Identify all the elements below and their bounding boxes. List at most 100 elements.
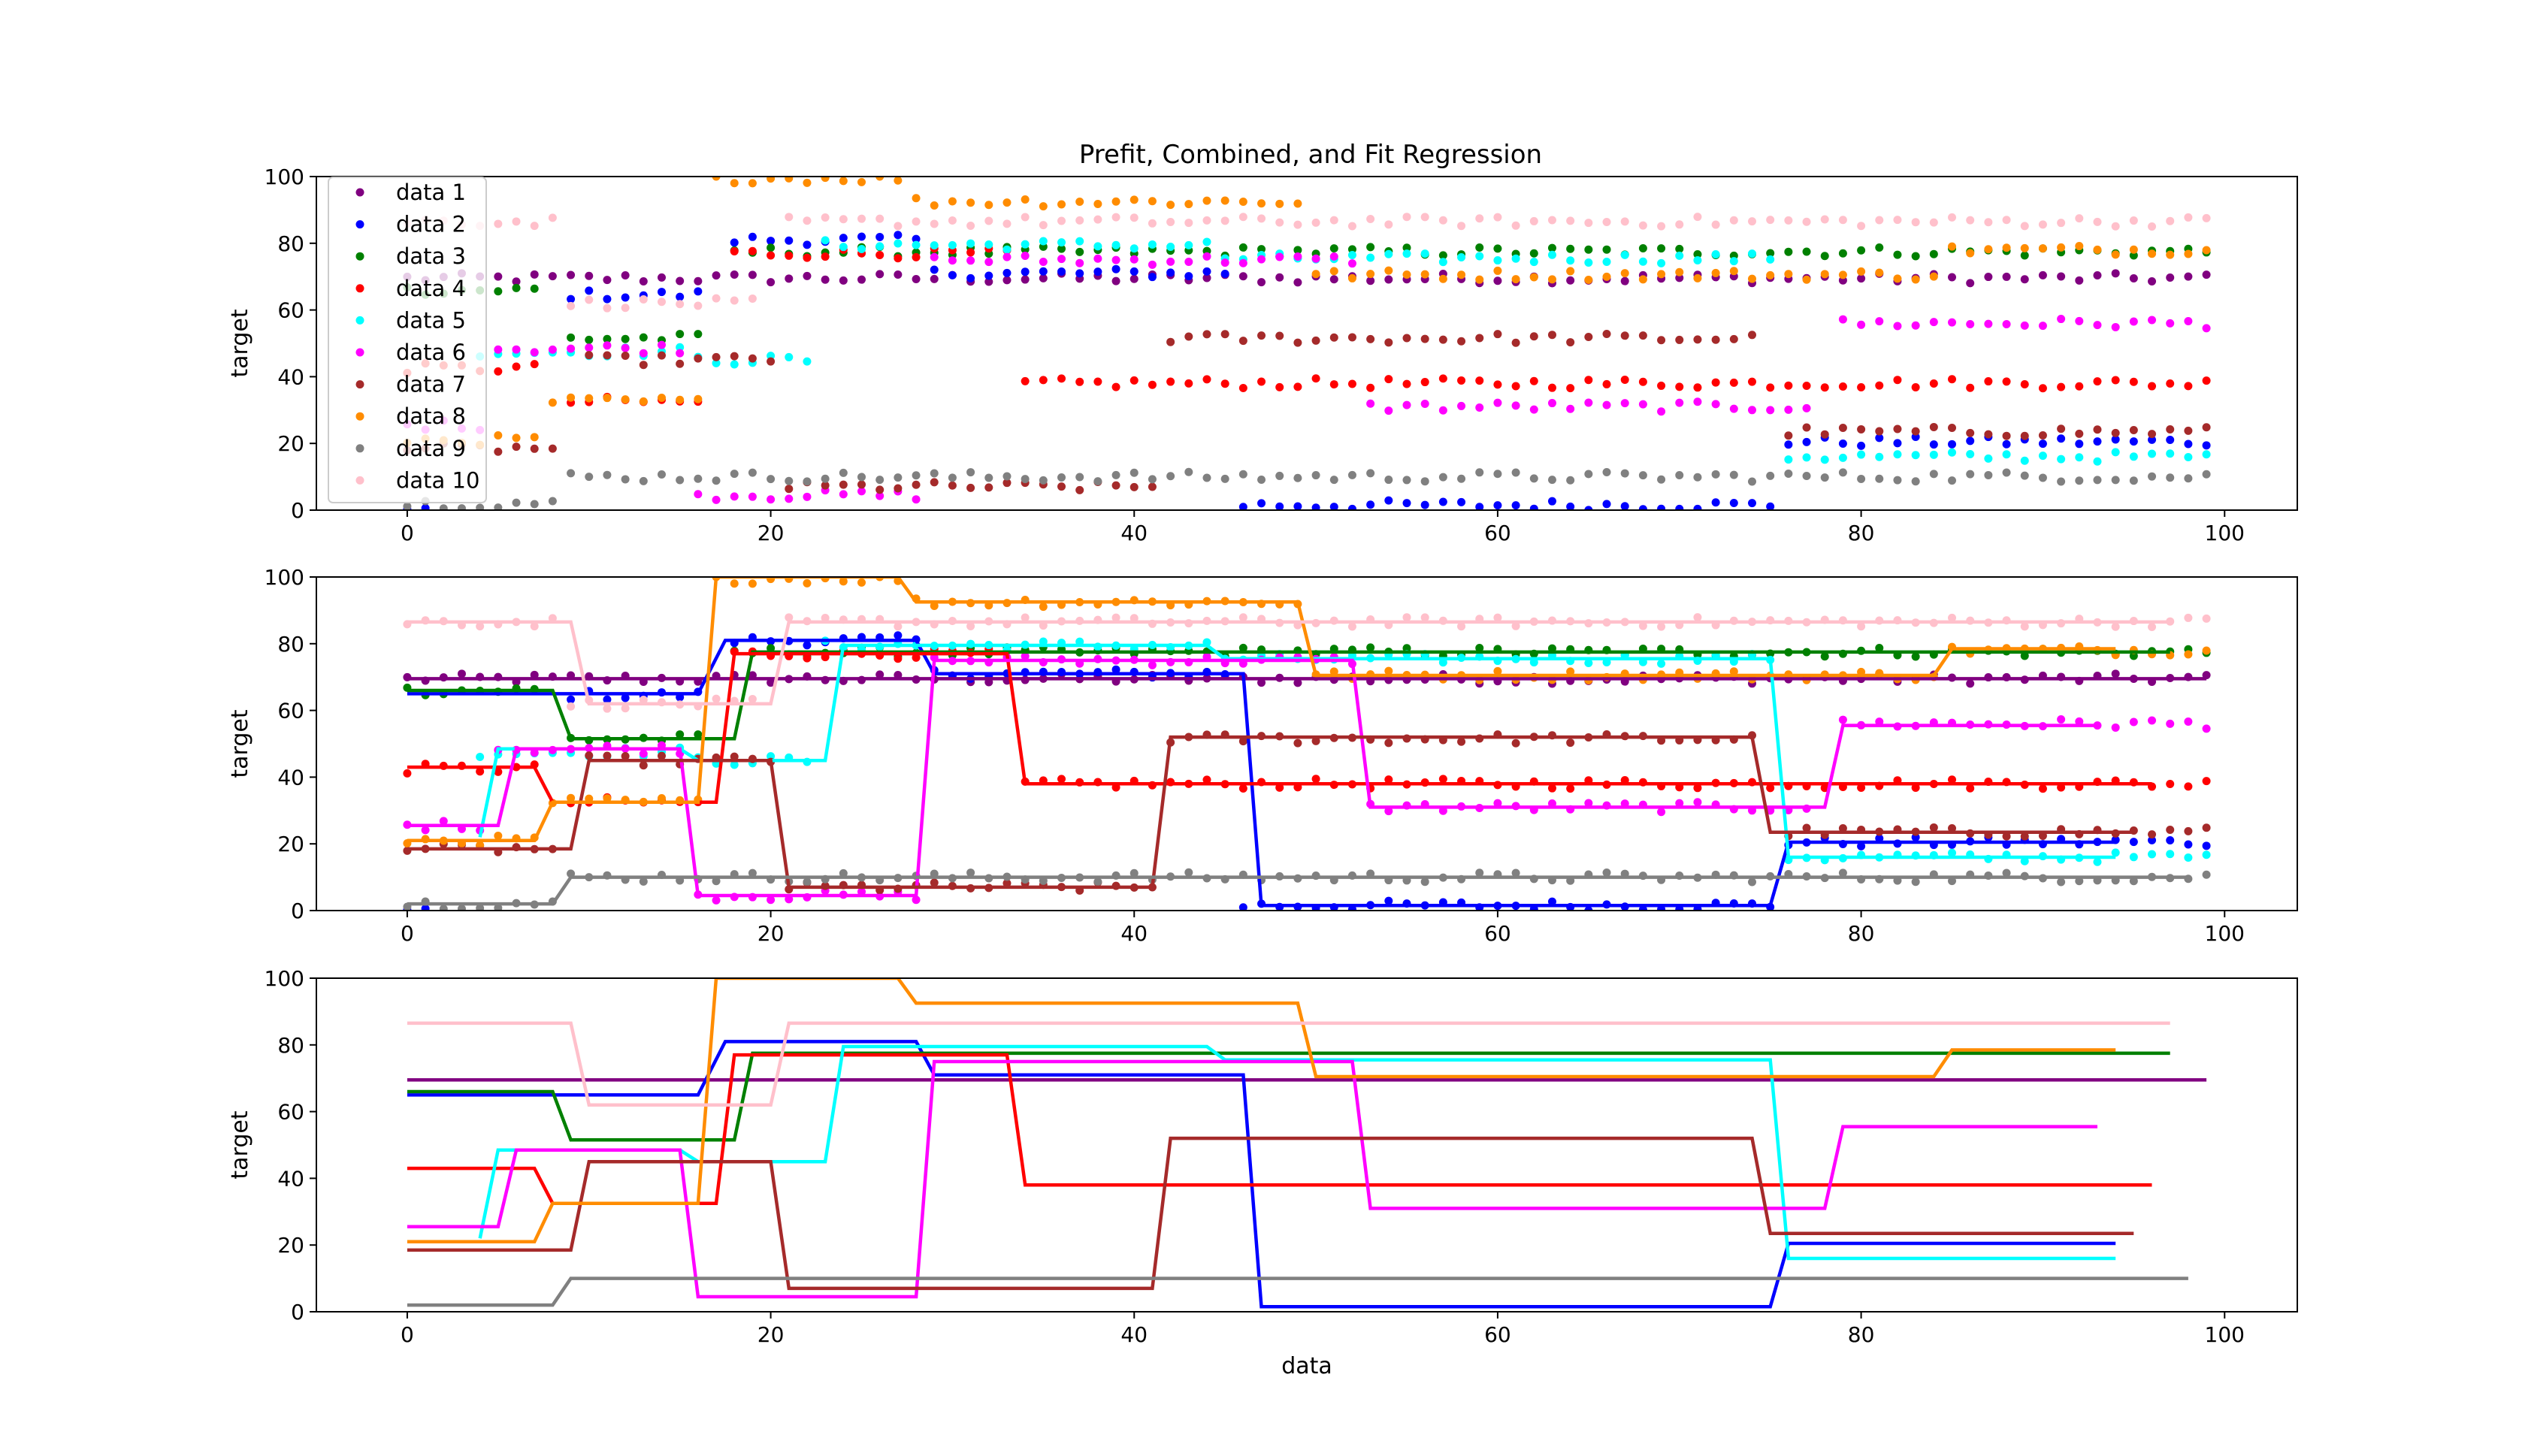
data-point	[2057, 455, 2066, 464]
data-point	[1638, 621, 1647, 630]
data-point	[948, 481, 957, 490]
data-point	[930, 219, 939, 228]
data-point	[1384, 375, 1393, 384]
data-point	[966, 239, 975, 248]
data-point	[2002, 468, 2011, 477]
series-points-data-2	[403, 231, 2211, 510]
data-point	[1693, 473, 1702, 482]
data-point	[930, 241, 939, 250]
data-point	[2166, 449, 2175, 458]
data-point	[803, 240, 812, 249]
data-point	[1148, 660, 1157, 669]
data-point	[1075, 258, 1084, 267]
data-point	[1766, 406, 1775, 415]
data-point	[2148, 716, 2157, 725]
data-point	[2184, 613, 2193, 622]
data-point	[1657, 222, 1666, 231]
data-point	[1057, 775, 1066, 784]
data-point	[875, 242, 885, 251]
data-point	[839, 468, 848, 477]
data-point	[2093, 857, 2102, 866]
data-point	[1275, 273, 1284, 282]
data-point	[2148, 316, 2157, 325]
data-point	[548, 497, 557, 506]
data-point	[1911, 427, 1920, 436]
data-point	[1966, 470, 1975, 479]
data-point	[1657, 407, 1666, 416]
data-point	[1238, 197, 1247, 206]
data-point	[2148, 435, 2157, 444]
data-point	[1311, 374, 1320, 383]
data-point	[1347, 259, 1356, 268]
x-tick-label: 60	[1484, 521, 1511, 545]
data-point	[1021, 652, 1030, 661]
x-tick-label: 40	[1120, 521, 1148, 545]
data-point	[912, 217, 921, 226]
data-point	[2202, 441, 2211, 450]
data-point	[1075, 198, 1084, 207]
data-point	[1475, 868, 1484, 878]
data-point	[1511, 338, 1520, 347]
data-point	[1602, 245, 1611, 254]
data-point	[2184, 453, 2193, 462]
legend-marker	[355, 348, 364, 357]
data-point	[1148, 219, 1157, 228]
data-point	[1693, 255, 1702, 264]
data-point	[603, 334, 612, 343]
data-point	[1402, 249, 1411, 258]
data-point	[2148, 382, 2157, 391]
data-point	[1420, 500, 1429, 509]
data-point	[930, 201, 939, 210]
data-point	[1438, 775, 1447, 784]
data-point	[1075, 216, 1084, 225]
data-point	[1202, 473, 1211, 482]
data-point	[512, 433, 521, 443]
data-point	[1347, 245, 1356, 254]
data-point	[1129, 482, 1139, 491]
data-point	[1893, 424, 1902, 433]
data-point	[694, 394, 703, 403]
data-point	[530, 360, 539, 369]
data-point	[1347, 273, 1356, 282]
data-point	[1511, 221, 1520, 230]
data-point	[1002, 479, 1012, 488]
data-point	[1148, 380, 1157, 389]
data-point	[1347, 333, 1356, 342]
data-point	[1148, 475, 1157, 484]
data-point	[530, 670, 539, 679]
data-point	[966, 468, 975, 477]
data-point	[1711, 220, 1720, 229]
data-point	[1711, 335, 1720, 344]
data-point	[2093, 425, 2102, 434]
data-point	[1329, 216, 1338, 225]
data-point	[1457, 401, 1466, 410]
data-point	[1166, 472, 1175, 481]
legend-label: data 8	[396, 403, 466, 429]
data-point	[730, 760, 739, 769]
data-point	[1820, 784, 1829, 793]
data-point	[1566, 502, 1575, 510]
data-point	[894, 631, 903, 640]
data-point	[1584, 659, 1593, 668]
data-point	[1493, 799, 1502, 808]
data-point	[639, 749, 648, 758]
data-point	[1929, 379, 1938, 388]
data-point	[1511, 739, 1520, 748]
figure-title: Prefit, Combined, and Fit Regression	[1079, 140, 1542, 170]
data-point	[1257, 377, 1266, 386]
y-axis-label: target	[227, 709, 253, 778]
data-point	[1802, 423, 1811, 432]
data-point	[1566, 256, 1575, 265]
data-point	[821, 236, 830, 245]
x-tick-label: 0	[401, 921, 414, 946]
data-point	[1511, 621, 1520, 630]
data-point	[1039, 221, 1048, 230]
data-point	[1838, 824, 1847, 833]
data-point	[1566, 404, 1575, 413]
data-point	[966, 868, 975, 878]
y-tick-label: 80	[277, 1033, 304, 1058]
data-point	[694, 276, 703, 285]
data-point	[1202, 273, 1211, 282]
data-point	[1475, 275, 1484, 284]
data-point	[857, 473, 866, 482]
